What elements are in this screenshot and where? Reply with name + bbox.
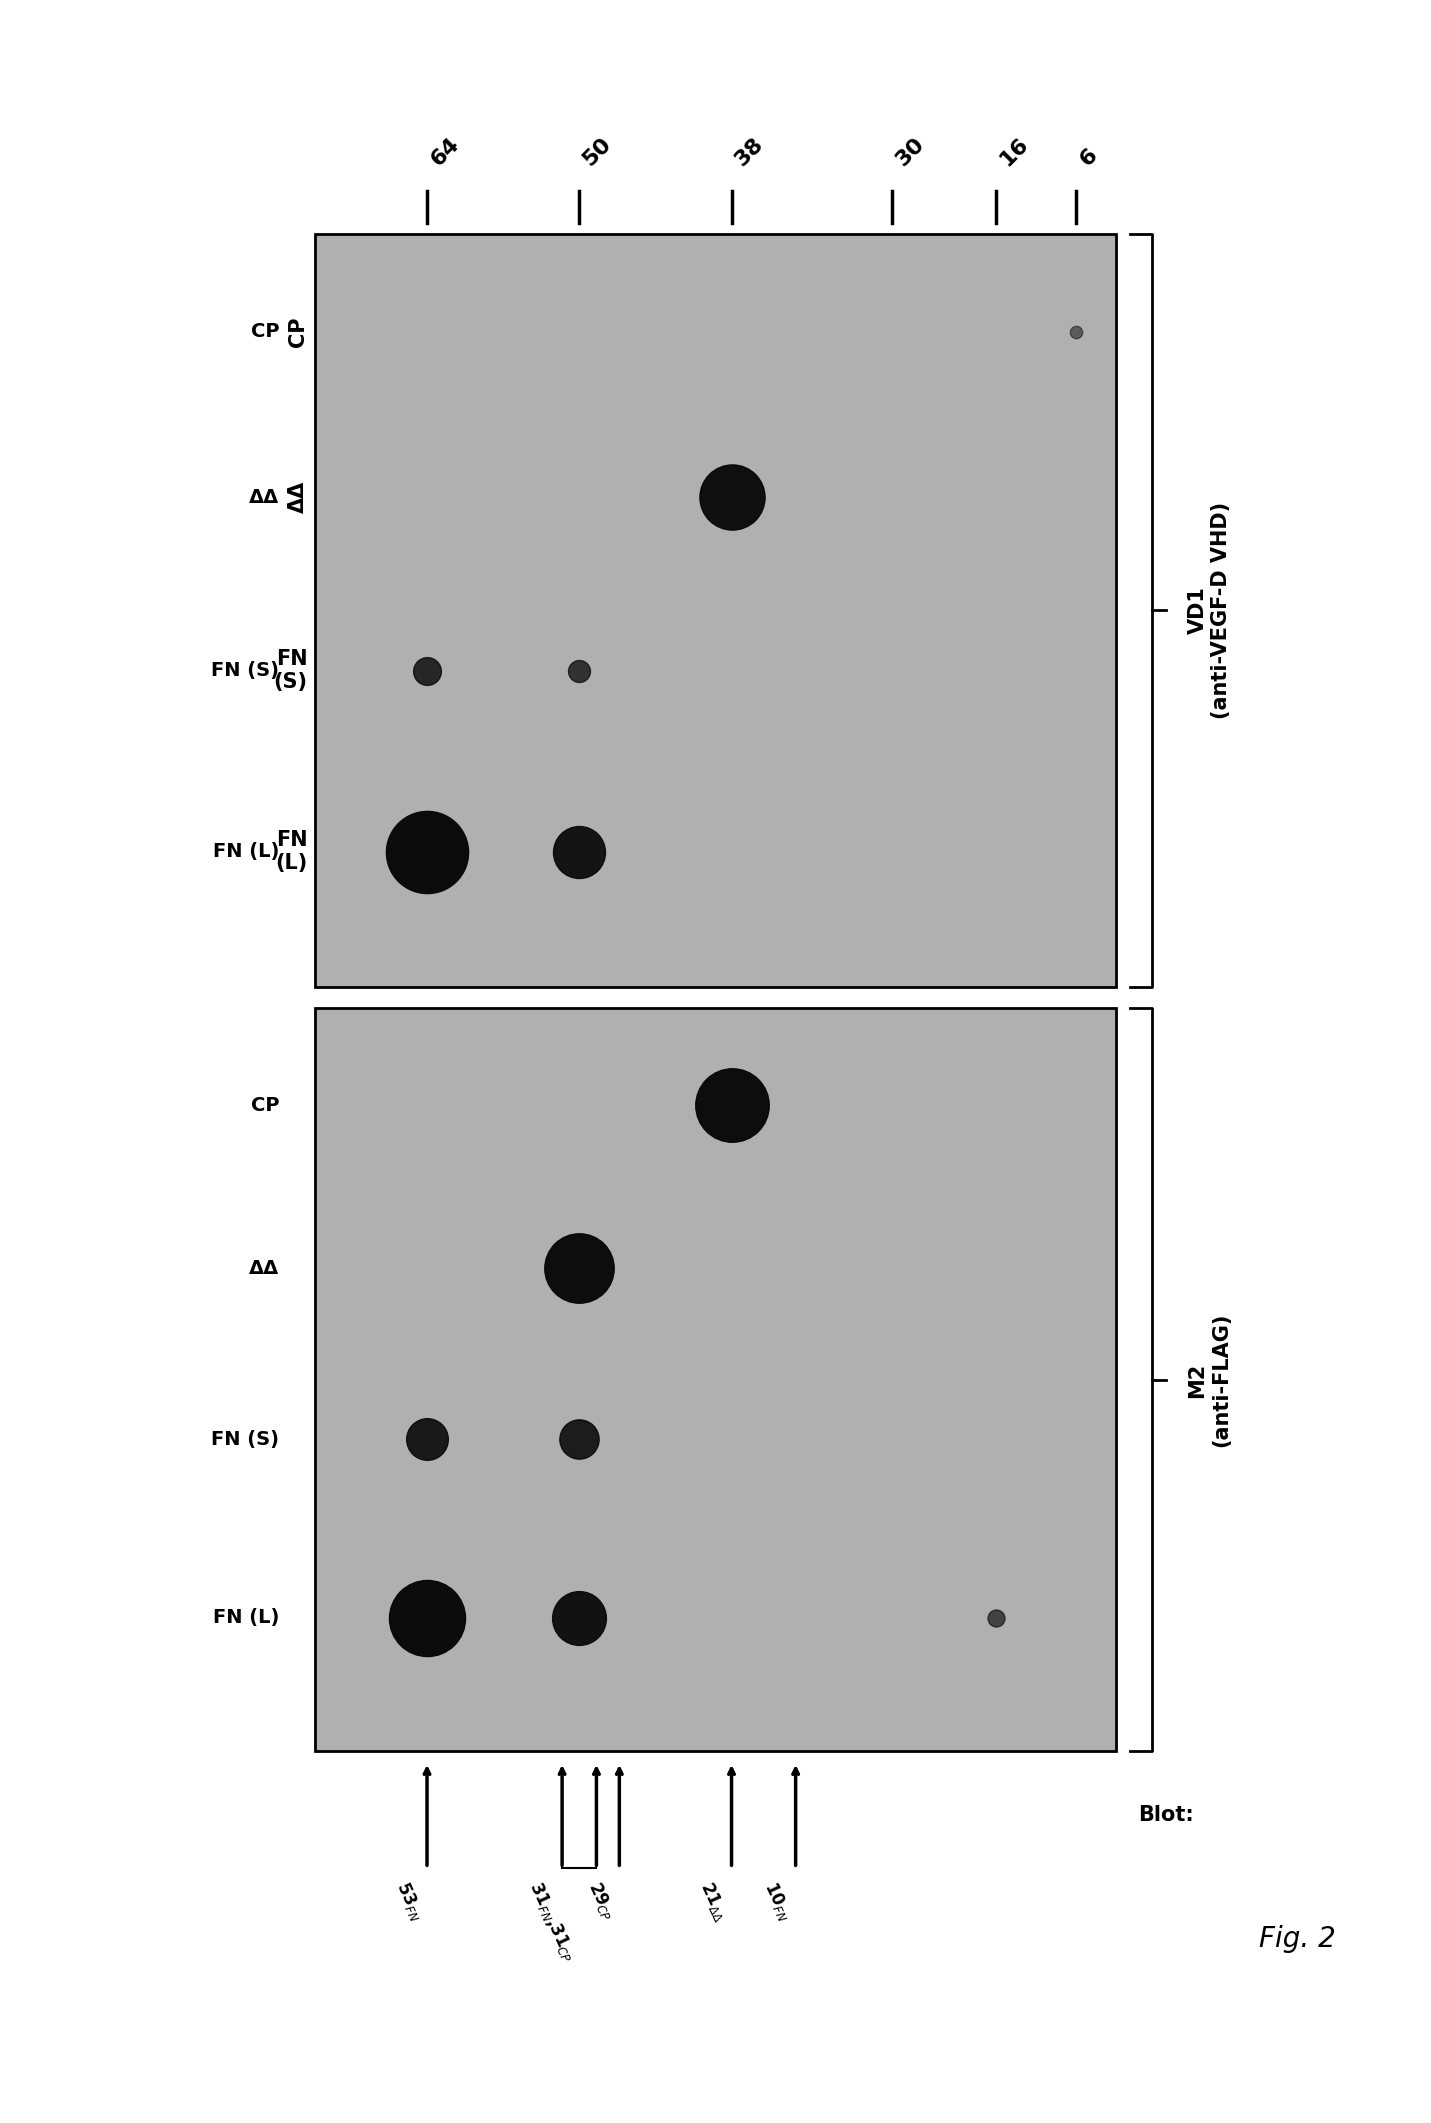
Text: CP: CP bbox=[250, 323, 279, 342]
Point bbox=[568, 1422, 591, 1456]
Text: CP: CP bbox=[250, 1095, 279, 1115]
Text: FN
(L): FN (L) bbox=[275, 830, 308, 873]
Text: FN
(S): FN (S) bbox=[273, 650, 308, 692]
Text: VD1
(anti-VEGF-D VHD): VD1 (anti-VEGF-D VHD) bbox=[1188, 501, 1231, 720]
Point bbox=[568, 834, 591, 868]
Text: 10$_{FN}$: 10$_{FN}$ bbox=[760, 1879, 796, 1923]
Point bbox=[1065, 314, 1088, 348]
Text: CP: CP bbox=[288, 316, 308, 346]
Text: 16: 16 bbox=[996, 134, 1032, 170]
Point bbox=[720, 1087, 743, 1121]
Point bbox=[568, 1601, 591, 1635]
Text: 31$_{FN}$,31$_{CP}$: 31$_{FN}$,31$_{CP}$ bbox=[525, 1879, 580, 1966]
Text: FN (L): FN (L) bbox=[213, 843, 279, 862]
Text: 29$_{CP}$: 29$_{CP}$ bbox=[584, 1879, 620, 1923]
Text: 30: 30 bbox=[892, 134, 927, 170]
Point bbox=[720, 480, 743, 514]
Point bbox=[415, 834, 438, 868]
Text: 64: 64 bbox=[426, 134, 464, 170]
FancyBboxPatch shape bbox=[315, 1008, 1116, 1751]
FancyBboxPatch shape bbox=[315, 234, 1116, 987]
Text: 6: 6 bbox=[1076, 144, 1102, 170]
Text: ΔΔ: ΔΔ bbox=[249, 488, 279, 507]
Text: 21$_{ΔΔ}$: 21$_{ΔΔ}$ bbox=[695, 1879, 731, 1926]
Text: ΔΔ: ΔΔ bbox=[288, 482, 308, 514]
Text: Fig. 2: Fig. 2 bbox=[1259, 1926, 1337, 1953]
Text: ΔΔ: ΔΔ bbox=[249, 1259, 279, 1278]
Text: FN (L): FN (L) bbox=[213, 1609, 279, 1626]
Text: FN (S): FN (S) bbox=[210, 660, 279, 679]
Point bbox=[415, 1422, 438, 1456]
Point bbox=[568, 1250, 591, 1284]
Text: 50: 50 bbox=[580, 134, 615, 170]
Text: 38: 38 bbox=[731, 134, 767, 170]
Text: FN (S): FN (S) bbox=[210, 1431, 279, 1448]
Point bbox=[415, 1601, 438, 1635]
Text: M2
(anti-FLAG): M2 (anti-FLAG) bbox=[1188, 1312, 1231, 1448]
Point bbox=[985, 1601, 1007, 1635]
Text: Blot:: Blot: bbox=[1138, 1805, 1193, 1824]
Point bbox=[568, 654, 591, 688]
Point bbox=[415, 654, 438, 688]
Text: 53$_{FN}$: 53$_{FN}$ bbox=[392, 1879, 426, 1923]
